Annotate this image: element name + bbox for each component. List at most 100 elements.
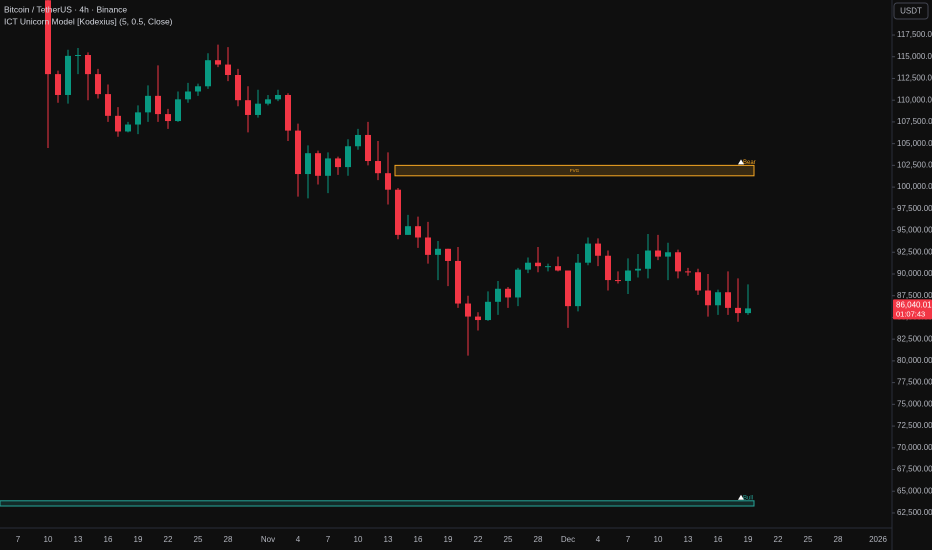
zone-box <box>0 500 755 507</box>
candle-body <box>75 55 81 57</box>
candle-body <box>465 303 471 317</box>
candle-body <box>395 189 401 235</box>
candle-body <box>735 307 741 314</box>
candle-body <box>55 74 61 95</box>
x-tick-label: 28 <box>224 535 233 544</box>
candle-body <box>645 250 651 269</box>
candle-body <box>285 94 291 131</box>
chart-title: Bitcoin / TetherUS · 4h · Binance <box>4 4 127 14</box>
currency-button[interactable] <box>893 2 929 20</box>
currency-label[interactable]: USDT <box>900 7 922 16</box>
x-tick-label: 19 <box>744 535 753 544</box>
candle-body <box>515 269 521 298</box>
candle-body <box>525 262 531 270</box>
y-tick-label: 65,000.00 <box>897 486 932 495</box>
candle-body <box>625 270 631 281</box>
candle-body <box>405 226 411 235</box>
candle-body <box>655 250 661 257</box>
candle-body <box>435 248 441 255</box>
x-tick-label: 25 <box>194 535 203 544</box>
candle-body <box>45 0 51 75</box>
y-tick-label: 95,000.00 <box>897 226 932 235</box>
x-tick-label: 28 <box>534 535 543 544</box>
candle-body <box>535 262 541 267</box>
x-tick-label: Dec <box>561 535 575 544</box>
y-tick-label: 112,500.00 <box>897 74 932 83</box>
candle-body <box>575 262 581 307</box>
x-tick-label: 4 <box>596 535 601 544</box>
last-price-tag <box>893 299 932 320</box>
candle-body <box>105 94 111 116</box>
x-tick-label: 4 <box>296 535 301 544</box>
x-tick-label: 13 <box>384 535 393 544</box>
y-tick-label: 100,000.00 <box>897 182 932 191</box>
x-tick-label: 22 <box>774 535 783 544</box>
y-tick-label: 92,500.00 <box>897 247 932 256</box>
candle-body <box>365 134 371 162</box>
y-tick-label: 90,000.00 <box>897 269 932 278</box>
y-tick-label: 67,500.00 <box>897 465 932 474</box>
y-tick-label: 110,000.00 <box>897 95 932 104</box>
candle-body <box>565 270 571 307</box>
y-tick-label: 77,500.00 <box>897 378 932 387</box>
candle-body <box>605 255 611 281</box>
candle-body <box>705 290 711 306</box>
candle-body <box>505 288 511 298</box>
y-tick-label: 97,500.00 <box>897 204 932 213</box>
zone-label: Bear <box>743 160 756 166</box>
y-tick-label: 80,000.00 <box>897 356 932 365</box>
y-tick-label: 62,500.00 <box>897 508 932 517</box>
x-tick-label: 7 <box>626 535 631 544</box>
x-tick-label: 10 <box>354 535 363 544</box>
candle-body <box>175 99 181 122</box>
candle-body <box>725 292 731 308</box>
candle-body <box>615 280 621 282</box>
x-tick-label: 7 <box>326 535 331 544</box>
candle-body <box>125 124 131 132</box>
x-tick-label: 16 <box>714 535 723 544</box>
x-tick-label: 16 <box>414 535 423 544</box>
candle-body <box>155 95 161 115</box>
candle-body <box>445 248 451 261</box>
candle-body <box>745 308 751 314</box>
candle-body <box>205 60 211 87</box>
zone-label: Bull <box>743 495 753 501</box>
zone-text: FVG <box>570 168 580 173</box>
y-tick-label: 105,000.00 <box>897 139 932 148</box>
candle-body <box>635 268 641 271</box>
x-tick-label: 13 <box>684 535 693 544</box>
candle-body <box>115 115 121 132</box>
x-tick-label: 25 <box>804 535 813 544</box>
candle-body <box>495 288 501 302</box>
candle-body <box>135 112 141 125</box>
candle-body <box>145 95 151 113</box>
x-tick-label: 22 <box>164 535 173 544</box>
candle-body <box>595 243 601 256</box>
y-tick-label: 102,500.00 <box>897 160 932 169</box>
x-tick-label: 10 <box>654 535 663 544</box>
candle-body <box>555 266 561 271</box>
candle-body <box>295 130 301 175</box>
x-tick-label: 28 <box>834 535 843 544</box>
candle-body <box>305 153 311 175</box>
x-tick-label: Nov <box>261 535 275 544</box>
candle-body <box>165 114 171 122</box>
y-tick-label: 70,000.00 <box>897 443 932 452</box>
zone-box <box>394 164 755 177</box>
x-tick-label: 2026 <box>869 535 887 544</box>
candle-body <box>545 266 551 268</box>
candle-body <box>95 74 101 95</box>
candle-body <box>225 64 231 75</box>
y-tick-label: 107,500.00 <box>897 117 932 126</box>
candle-body <box>695 272 701 291</box>
candle-body <box>675 252 681 272</box>
candle-body <box>65 55 71 95</box>
candle-body <box>255 103 261 115</box>
candle-body <box>685 271 691 273</box>
y-tick-label: 117,500.00 <box>897 30 932 39</box>
candle-body <box>415 226 421 238</box>
plot-area: Bear FVG Bull <box>0 0 756 507</box>
zone-icon <box>738 159 744 165</box>
candle-body <box>85 55 91 75</box>
